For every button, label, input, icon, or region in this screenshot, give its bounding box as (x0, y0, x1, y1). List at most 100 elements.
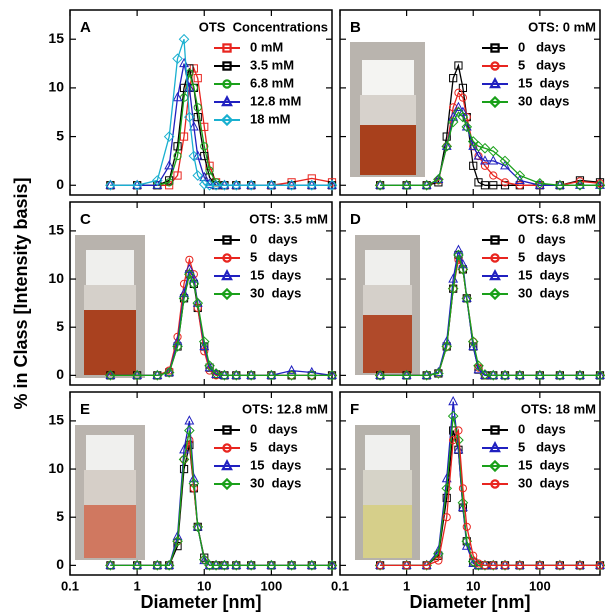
x-tick-label: 1 (134, 578, 141, 593)
marker (105, 369, 116, 379)
marker (374, 179, 386, 191)
plot-frame (339, 391, 601, 576)
marker (488, 155, 499, 165)
marker (458, 93, 468, 102)
marker (184, 111, 195, 123)
marker (490, 425, 500, 435)
marker (401, 369, 412, 379)
marker (490, 235, 500, 245)
marker (555, 561, 564, 570)
marker (534, 369, 545, 379)
marker (421, 179, 432, 191)
marker (461, 540, 472, 550)
marker (401, 370, 412, 381)
marker (499, 155, 511, 167)
marker (286, 370, 297, 381)
marker (192, 150, 203, 160)
marker (479, 369, 491, 380)
legend-label: 30 days (250, 475, 301, 490)
marker (230, 370, 242, 381)
legend-label: 18 mM (250, 111, 290, 126)
marker (401, 179, 412, 191)
marker (163, 560, 175, 571)
marker (222, 235, 232, 245)
marker (222, 61, 232, 71)
y-tick-label: 5 (56, 127, 64, 143)
marker (204, 360, 215, 372)
marker (220, 477, 234, 491)
marker (105, 559, 116, 569)
marker (442, 132, 451, 141)
marker (469, 551, 478, 560)
marker (453, 434, 464, 446)
marker (172, 341, 183, 352)
marker (286, 179, 297, 189)
marker (500, 369, 510, 379)
marker (422, 561, 431, 570)
y-tick-label: 15 (48, 222, 64, 238)
marker (575, 561, 585, 570)
marker (480, 161, 490, 170)
marker (172, 53, 183, 64)
plot-frame (339, 201, 601, 386)
legend-label: 30 days (518, 475, 569, 490)
marker (200, 142, 209, 151)
series-line (110, 430, 332, 567)
marker (286, 179, 297, 191)
marker (164, 160, 175, 170)
marker (515, 561, 524, 570)
marker (554, 179, 566, 191)
legend-label: 0 days (250, 231, 298, 246)
marker (461, 121, 473, 133)
marker (376, 561, 385, 570)
marker (327, 559, 337, 569)
marker (534, 370, 546, 381)
marker (164, 559, 175, 569)
marker (306, 559, 317, 569)
marker (172, 91, 183, 102)
marker (222, 253, 232, 263)
legend-label: 5 days (518, 249, 566, 264)
marker (132, 369, 143, 379)
marker (401, 179, 412, 189)
marker (489, 441, 501, 453)
marker (473, 150, 484, 160)
marker (457, 106, 468, 116)
marker (490, 61, 500, 71)
marker (327, 179, 337, 189)
marker (514, 174, 525, 184)
marker (489, 171, 498, 180)
vial-photo (75, 425, 145, 560)
legend-label: 3.5 mM (250, 57, 294, 72)
legend-title: OTS: 0 mM (528, 19, 596, 34)
marker (306, 370, 318, 381)
marker (480, 155, 490, 165)
marker (178, 454, 190, 465)
marker (433, 174, 444, 185)
legend-label: 0 mM (250, 39, 283, 54)
marker (595, 561, 605, 570)
marker (457, 497, 469, 509)
y-tick-label: 10 (48, 460, 64, 476)
x-tick-label: 100 (529, 578, 551, 593)
marker (487, 145, 499, 157)
marker (468, 340, 479, 351)
legend-label: 30 days (518, 93, 569, 108)
legend-label: 15 days (518, 75, 569, 90)
marker (179, 132, 189, 141)
marker (441, 141, 453, 152)
panel-label: F (350, 401, 359, 418)
vial-photos (75, 42, 425, 560)
marker (473, 360, 484, 372)
marker (192, 170, 204, 181)
legend-title: OTS: 18 mM (521, 401, 596, 416)
marker (500, 561, 510, 570)
legend-title: OTS: 12.8 mM (242, 401, 328, 416)
marker (500, 160, 510, 170)
marker (594, 179, 605, 191)
vial-photo (355, 235, 420, 375)
marker (514, 369, 525, 379)
marker (152, 560, 163, 571)
x-tick-label: 10 (466, 578, 480, 593)
marker (189, 64, 198, 73)
